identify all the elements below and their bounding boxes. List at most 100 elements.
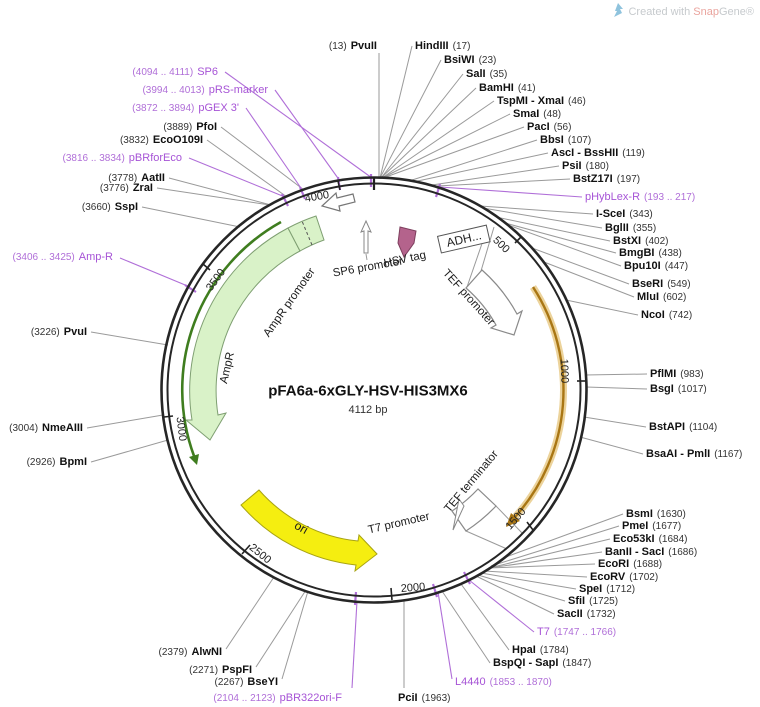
enzyme-label[interactable]: PflMI (983) bbox=[650, 367, 704, 382]
label-name: PflMI bbox=[650, 368, 677, 380]
enzyme-label[interactable]: (2271) PspFI bbox=[189, 663, 252, 678]
label-pos: (2271) bbox=[189, 665, 219, 676]
enzyme-label[interactable]: BsgI (1017) bbox=[650, 382, 707, 397]
primer-label[interactable]: (4094 .. 4111) SP6 bbox=[132, 65, 218, 80]
label-pos: (3776) bbox=[99, 183, 129, 194]
primer-label[interactable]: (2104 .. 2123) pBR322ori-F bbox=[213, 691, 342, 706]
enzyme-label[interactable]: SfiI (1725) bbox=[568, 594, 618, 609]
enzyme-label[interactable]: EcoRV (1702) bbox=[590, 570, 658, 585]
primer-label[interactable]: (3406 .. 3425) Amp-R bbox=[13, 250, 114, 265]
label-pos: (4094 .. 4111) bbox=[132, 67, 194, 78]
enzyme-label[interactable]: (3226) PvuI bbox=[31, 325, 87, 340]
enzyme-label[interactable]: HindIII (17) bbox=[415, 39, 470, 54]
enzyme-label[interactable]: BsmI (1630) bbox=[626, 507, 686, 522]
enzyme-label[interactable]: (3889) PfoI bbox=[163, 120, 217, 135]
label-name: SpeI bbox=[579, 583, 603, 595]
label-name: SfiI bbox=[568, 595, 586, 607]
enzyme-label[interactable]: SalI (35) bbox=[466, 67, 507, 82]
label-pos: (23) bbox=[478, 55, 497, 66]
enzyme-label[interactable]: (3778) AatII bbox=[108, 171, 165, 186]
primer-label[interactable]: (3816 .. 3834) pBRforEco bbox=[63, 151, 182, 166]
enzyme-label[interactable]: BstAPI (1104) bbox=[649, 420, 717, 435]
enzyme-label[interactable]: (2926) BpmI bbox=[27, 455, 87, 470]
ampr-arrow[interactable] bbox=[184, 215, 325, 441]
enzyme-label[interactable]: (13) PvuII bbox=[329, 39, 377, 54]
label-name: MluI bbox=[637, 291, 659, 303]
watermark-gene: Gene® bbox=[718, 6, 754, 18]
tef-terminator-box[interactable] bbox=[451, 488, 497, 532]
label-name: pGEX 3' bbox=[198, 102, 239, 114]
label-name: pBRforEco bbox=[128, 152, 182, 164]
label-pos: (402) bbox=[645, 236, 669, 247]
enzyme-label[interactable]: BsiWI (23) bbox=[444, 53, 496, 68]
label-pos: (2926) bbox=[26, 457, 56, 468]
enzyme-label[interactable]: PciI (1963) bbox=[398, 691, 450, 706]
enzyme-label[interactable]: BspQI - SapI (1847) bbox=[493, 656, 591, 671]
label-pos: (119) bbox=[622, 148, 645, 159]
label-pos: (197) bbox=[616, 174, 641, 185]
enzyme-label[interactable]: PmeI (1677) bbox=[622, 519, 681, 534]
enzyme-label[interactable]: Eco53kI (1684) bbox=[613, 532, 688, 547]
label-name: BpmI bbox=[59, 456, 88, 468]
enzyme-label[interactable]: (3004) NmeAIII bbox=[9, 421, 83, 436]
label-pos: (1104) bbox=[689, 422, 718, 433]
enzyme-label[interactable]: BamHI (41) bbox=[479, 81, 536, 96]
primer-label[interactable]: L4440 (1853 .. 1870) bbox=[455, 675, 552, 690]
enzyme-label[interactable]: Bpu10I (447) bbox=[624, 259, 688, 274]
enzyme-label[interactable]: BglII (355) bbox=[605, 221, 656, 236]
enzyme-label[interactable]: PacI (56) bbox=[527, 120, 571, 135]
label-pos: (602) bbox=[663, 292, 687, 303]
enzyme-label[interactable]: BseRI (549) bbox=[632, 277, 691, 292]
label-name: BspQI - SapI bbox=[493, 657, 559, 669]
label-pos: (1702) bbox=[629, 572, 659, 583]
his3-arc[interactable] bbox=[506, 285, 567, 527]
enzyme-label[interactable]: TspMI - XmaI (46) bbox=[497, 94, 586, 109]
label-name: BglII bbox=[605, 222, 629, 234]
label-name: BstZ17I bbox=[573, 173, 613, 185]
enzyme-label[interactable]: HpaI (1784) bbox=[512, 643, 569, 658]
enzyme-label[interactable]: (2379) AlwNI bbox=[159, 645, 222, 660]
enzyme-label[interactable]: (3660) SspI bbox=[82, 200, 138, 215]
enzyme-label[interactable]: BsaAI - PmlI (1167) bbox=[646, 447, 742, 462]
snapgene-watermark: Created with SnapGene® bbox=[613, 3, 754, 20]
enzyme-label[interactable]: EcoRI (1688) bbox=[598, 557, 662, 572]
primer-label[interactable]: (3872 .. 3894) pGEX 3' bbox=[132, 101, 239, 116]
enzyme-label[interactable]: MluI (602) bbox=[637, 290, 686, 305]
label-name: HindIII bbox=[415, 40, 449, 52]
enzyme-label[interactable]: SpeI (1712) bbox=[579, 582, 635, 597]
enzyme-label[interactable]: SmaI (48) bbox=[513, 107, 561, 122]
label-name: BsaAI - PmlI bbox=[646, 448, 711, 460]
enzyme-label[interactable]: AscI - BssHII (119) bbox=[551, 146, 645, 161]
t7-promoter-arrow[interactable] bbox=[452, 497, 465, 531]
enzyme-label[interactable]: (3776) ZraI bbox=[100, 181, 153, 196]
label-pos: (1017) bbox=[677, 384, 707, 395]
ampr-span-arc bbox=[180, 220, 282, 465]
enzyme-label[interactable]: SacII (1732) bbox=[557, 607, 616, 622]
enzyme-label[interactable]: (2267) BseYI bbox=[215, 675, 278, 690]
tef-promoter-arrow[interactable] bbox=[465, 269, 524, 336]
enzyme-label[interactable]: PsiI (180) bbox=[562, 159, 609, 174]
label-name: PsiI bbox=[562, 160, 582, 172]
sp6-promoter-arrow[interactable] bbox=[360, 219, 372, 254]
label-name: BmgBI bbox=[619, 247, 655, 259]
enzyme-label[interactable]: NcoI (742) bbox=[641, 308, 692, 323]
enzyme-label[interactable]: BstZ17I (197) bbox=[573, 172, 640, 187]
hsv-tag-arrow[interactable] bbox=[397, 226, 417, 259]
label-pos: (107) bbox=[567, 135, 592, 146]
enzyme-label[interactable]: I-SceI (343) bbox=[596, 207, 653, 222]
enzyme-label[interactable]: BmgBI (438) bbox=[619, 246, 682, 261]
label-name: BanII - SacI bbox=[605, 546, 665, 558]
label-pos: (3832) bbox=[119, 135, 149, 146]
enzyme-label[interactable]: (3832) EcoO109I bbox=[120, 133, 203, 148]
label-name: BamHI bbox=[479, 82, 514, 94]
primer-label[interactable]: pHybLex-R (193 .. 217) bbox=[585, 190, 695, 205]
label-name: SmaI bbox=[513, 108, 540, 120]
primer-label[interactable]: T7 (1747 .. 1766) bbox=[537, 625, 616, 640]
primer-label[interactable]: (3994 .. 4013) pRS-marker bbox=[142, 83, 268, 98]
ori-arrow[interactable] bbox=[240, 489, 378, 573]
label-name: AatII bbox=[141, 172, 165, 184]
enzyme-label[interactable]: BbsI (107) bbox=[540, 133, 591, 148]
enzyme-label[interactable]: BanII - SacI (1686) bbox=[605, 545, 697, 560]
enzyme-label[interactable]: BstXI (402) bbox=[613, 234, 668, 249]
